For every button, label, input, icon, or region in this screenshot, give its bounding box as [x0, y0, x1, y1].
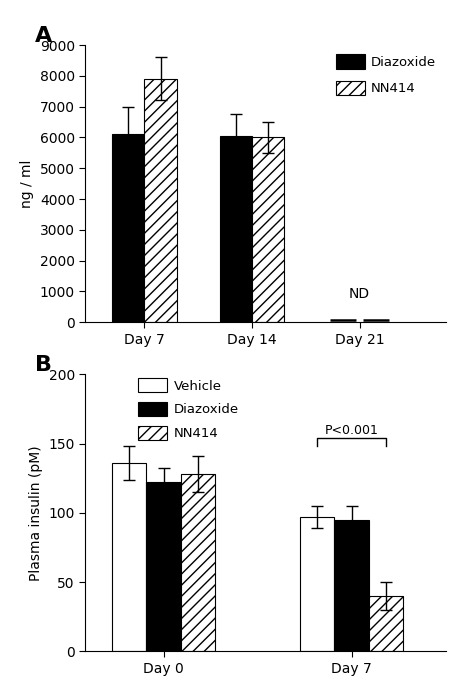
- Bar: [112, 463, 146, 651]
- Text: B: B: [35, 355, 52, 375]
- Bar: [146, 482, 181, 651]
- Bar: [252, 137, 284, 322]
- Bar: [334, 520, 369, 651]
- Y-axis label: Plasma insulin (pM): Plasma insulin (pM): [29, 445, 43, 581]
- Bar: [300, 517, 334, 651]
- Text: ND: ND: [349, 287, 370, 301]
- Legend: Vehicle, Diazoxide, NN414: Vehicle, Diazoxide, NN414: [135, 376, 241, 443]
- Bar: [112, 134, 145, 322]
- Bar: [369, 596, 403, 651]
- Bar: [220, 136, 252, 322]
- Legend: Diazoxide, NN414: Diazoxide, NN414: [333, 52, 439, 98]
- Text: A: A: [35, 26, 52, 46]
- Bar: [181, 474, 215, 651]
- Y-axis label: ng / ml: ng / ml: [20, 159, 34, 208]
- Text: P<0.001: P<0.001: [325, 423, 379, 437]
- Bar: [145, 79, 177, 322]
